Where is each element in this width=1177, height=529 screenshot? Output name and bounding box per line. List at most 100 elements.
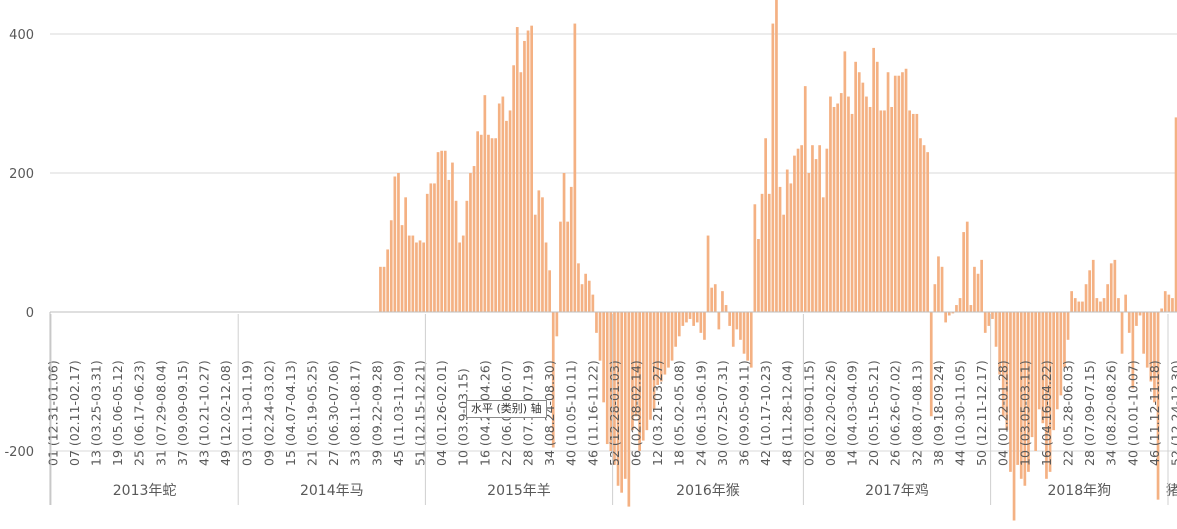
bar xyxy=(1073,298,1077,312)
bar xyxy=(541,197,544,312)
bar xyxy=(685,312,688,323)
week-label: 40 (10.01-10.07) xyxy=(1125,360,1140,466)
bar xyxy=(893,75,897,312)
bar xyxy=(645,312,649,431)
bar xyxy=(566,221,569,312)
bar xyxy=(458,242,461,312)
bar xyxy=(782,214,785,312)
bar xyxy=(742,312,746,354)
bar xyxy=(703,312,706,340)
bar xyxy=(847,96,850,312)
bar xyxy=(803,86,807,312)
bar xyxy=(688,312,692,319)
bar xyxy=(443,150,447,312)
bar xyxy=(1066,312,1070,340)
bar xyxy=(649,312,652,420)
bar xyxy=(497,103,501,312)
bar xyxy=(1145,312,1149,368)
bar xyxy=(1153,312,1156,403)
bar xyxy=(983,312,987,333)
week-label: 51 (12.15-12.21) xyxy=(413,360,428,466)
bar xyxy=(854,61,857,312)
bar xyxy=(731,312,735,347)
bar xyxy=(883,110,886,312)
bar xyxy=(587,280,591,312)
bar xyxy=(609,312,613,451)
bar xyxy=(1070,291,1073,312)
year-label: 猪 xyxy=(1166,483,1177,499)
bar xyxy=(836,103,839,312)
bar xyxy=(429,183,433,312)
week-label: 43 (10.21-10.27) xyxy=(197,360,212,466)
bar xyxy=(400,225,404,313)
bar xyxy=(976,273,980,312)
bar xyxy=(595,312,598,333)
bar xyxy=(559,221,562,312)
bar xyxy=(775,0,778,313)
week-label: 42 (10.17-10.23) xyxy=(758,360,773,466)
bar xyxy=(843,51,847,313)
bar xyxy=(1059,312,1063,396)
category-axis[interactable]: 01 (12.31-01.06) 07 (02.11-02.17) 13 (03.2… xyxy=(45,311,1177,505)
bar xyxy=(1027,312,1030,472)
bar xyxy=(904,68,908,312)
bar xyxy=(1167,294,1171,313)
bar xyxy=(638,312,641,451)
bar xyxy=(1120,312,1124,354)
bar xyxy=(404,197,407,312)
bar xyxy=(433,183,436,312)
week-label: 16 (04.16-04.22) xyxy=(1039,360,1054,466)
week-label: 45 (11.03-11.09) xyxy=(391,360,406,466)
bar xyxy=(1135,312,1138,326)
week-label: 20 (05.15-05.21) xyxy=(866,360,881,466)
week-label: 09 (02.24-03.02) xyxy=(261,360,276,466)
week-label: 36 (09.05-09.11) xyxy=(737,360,752,466)
bar xyxy=(710,287,713,312)
week-label: 31 (07.29-08.04) xyxy=(153,360,168,466)
bar xyxy=(487,134,490,312)
y-tick-label: 0 xyxy=(26,306,34,321)
bar xyxy=(447,179,451,312)
year-label: 2018年狗 xyxy=(1047,483,1111,499)
bar xyxy=(605,312,609,445)
bar xyxy=(929,312,933,417)
bar xyxy=(713,284,717,312)
week-label: 40 (10.05-10.11) xyxy=(564,360,579,466)
week-label: 48 (11.28-12.04) xyxy=(780,360,795,466)
bar xyxy=(1030,312,1034,438)
bar xyxy=(461,235,465,312)
bar xyxy=(1171,298,1174,312)
bar xyxy=(764,138,767,312)
bar xyxy=(850,113,854,313)
bar xyxy=(526,30,530,313)
bar xyxy=(699,312,703,333)
year-label: 2013年蛇 xyxy=(113,483,177,499)
bar xyxy=(1095,298,1099,312)
year-label: 2017年鸡 xyxy=(865,482,929,499)
bar xyxy=(440,150,443,312)
week-label: 52 (12.28-01.03) xyxy=(607,360,622,466)
bar xyxy=(1023,312,1027,486)
week-label: 21 (05.19-05.25) xyxy=(305,360,320,466)
week-label: 38 (09.18-09.24) xyxy=(931,360,946,466)
bar xyxy=(1063,312,1066,368)
week-label: 01 (12.31-01.06) xyxy=(45,360,60,466)
bar xyxy=(793,155,796,313)
bar xyxy=(386,249,389,312)
bar xyxy=(908,110,911,312)
bar xyxy=(901,72,904,312)
bar xyxy=(728,312,731,326)
bar xyxy=(1034,312,1037,451)
bar xyxy=(796,148,800,312)
bar xyxy=(721,291,724,312)
bar xyxy=(857,72,861,312)
week-label: 49 (12.02-12.08) xyxy=(218,360,233,466)
bar xyxy=(1005,312,1009,431)
bar xyxy=(530,25,533,312)
bar xyxy=(879,110,883,312)
bar xyxy=(771,23,775,313)
week-label: 18 (05.02-05.08) xyxy=(672,360,687,466)
bar xyxy=(1077,301,1081,312)
bar xyxy=(681,312,685,326)
bar xyxy=(1127,312,1131,333)
